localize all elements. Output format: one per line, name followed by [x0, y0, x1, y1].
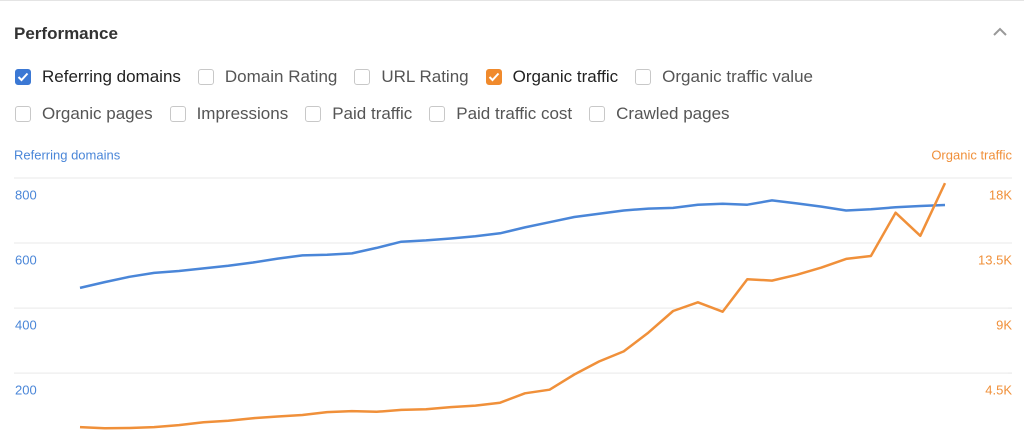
y2-axis-title: Organic traffic — [931, 147, 1012, 162]
metric-checkbox[interactable]: Referring domains — [15, 66, 181, 88]
section-title: Performance — [14, 24, 118, 43]
checkbox-label[interactable]: Domain Rating — [224, 67, 338, 86]
y-axis-title: Referring domains — [14, 147, 121, 162]
check-icon — [17, 72, 29, 82]
checkbox[interactable] — [197, 69, 214, 85]
checkbox-label[interactable]: Organic pages — [42, 104, 153, 123]
metric-checkbox[interactable]: Paid traffic — [305, 103, 412, 125]
checkbox[interactable] — [429, 106, 446, 122]
metric-checkbox[interactable]: Paid traffic cost — [429, 103, 572, 125]
y2-tick-label: 4.5K — [985, 383, 1012, 398]
checkbox[interactable] — [589, 106, 606, 122]
metric-checkbox[interactable]: URL Rating — [354, 66, 469, 88]
checkbox-label[interactable]: Paid traffic — [332, 104, 413, 123]
y2-tick-label: 13.5K — [978, 252, 1012, 267]
checkbox-label[interactable]: Organic traffic — [512, 67, 619, 86]
checkbox[interactable] — [305, 106, 322, 122]
checkbox[interactable] — [15, 69, 31, 85]
series-line — [79, 182, 947, 430]
checkbox-label[interactable]: Crawled pages — [616, 104, 730, 123]
check-icon — [488, 72, 499, 82]
chart: Referring domains Organic traffic 200 400 60… — [14, 147, 1012, 430]
metric-checkbox[interactable]: Organic traffic value — [635, 66, 813, 88]
checkbox[interactable] — [635, 69, 652, 85]
y2-tick-label: 18K — [989, 187, 1012, 202]
checkbox-label[interactable]: Referring domains — [42, 67, 181, 86]
checkbox[interactable] — [485, 69, 502, 85]
y-tick-label: 200 — [15, 383, 37, 398]
y-tick-label: 800 — [15, 187, 37, 202]
y-tick-label: 400 — [15, 318, 37, 333]
metric-checkbox[interactable]: Crawled pages — [589, 103, 730, 125]
checkbox-label[interactable]: Impressions — [196, 104, 289, 123]
checkbox-label[interactable]: Paid traffic cost — [456, 104, 573, 123]
metric-checkbox[interactable]: Organic traffic — [485, 66, 619, 88]
y2-tick-label: 9K — [996, 318, 1012, 333]
checkbox-label[interactable]: Organic traffic value — [662, 67, 813, 86]
series-line — [79, 199, 946, 290]
metric-checkbox[interactable]: Impressions — [169, 103, 289, 125]
collapse-button[interactable] — [992, 26, 1008, 38]
checkbox-label[interactable]: URL Rating — [381, 67, 469, 86]
metric-checkbox[interactable]: Domain Rating — [197, 66, 338, 88]
y-tick-label: 600 — [15, 252, 37, 267]
metric-toggles: Referring domains Domain Rating URL Rating… — [15, 66, 885, 125]
checkbox[interactable] — [15, 106, 31, 122]
checkbox[interactable] — [169, 106, 186, 122]
checkbox[interactable] — [354, 69, 371, 85]
metric-checkbox[interactable]: Organic pages — [15, 103, 153, 125]
divider — [0, 0, 1024, 1]
